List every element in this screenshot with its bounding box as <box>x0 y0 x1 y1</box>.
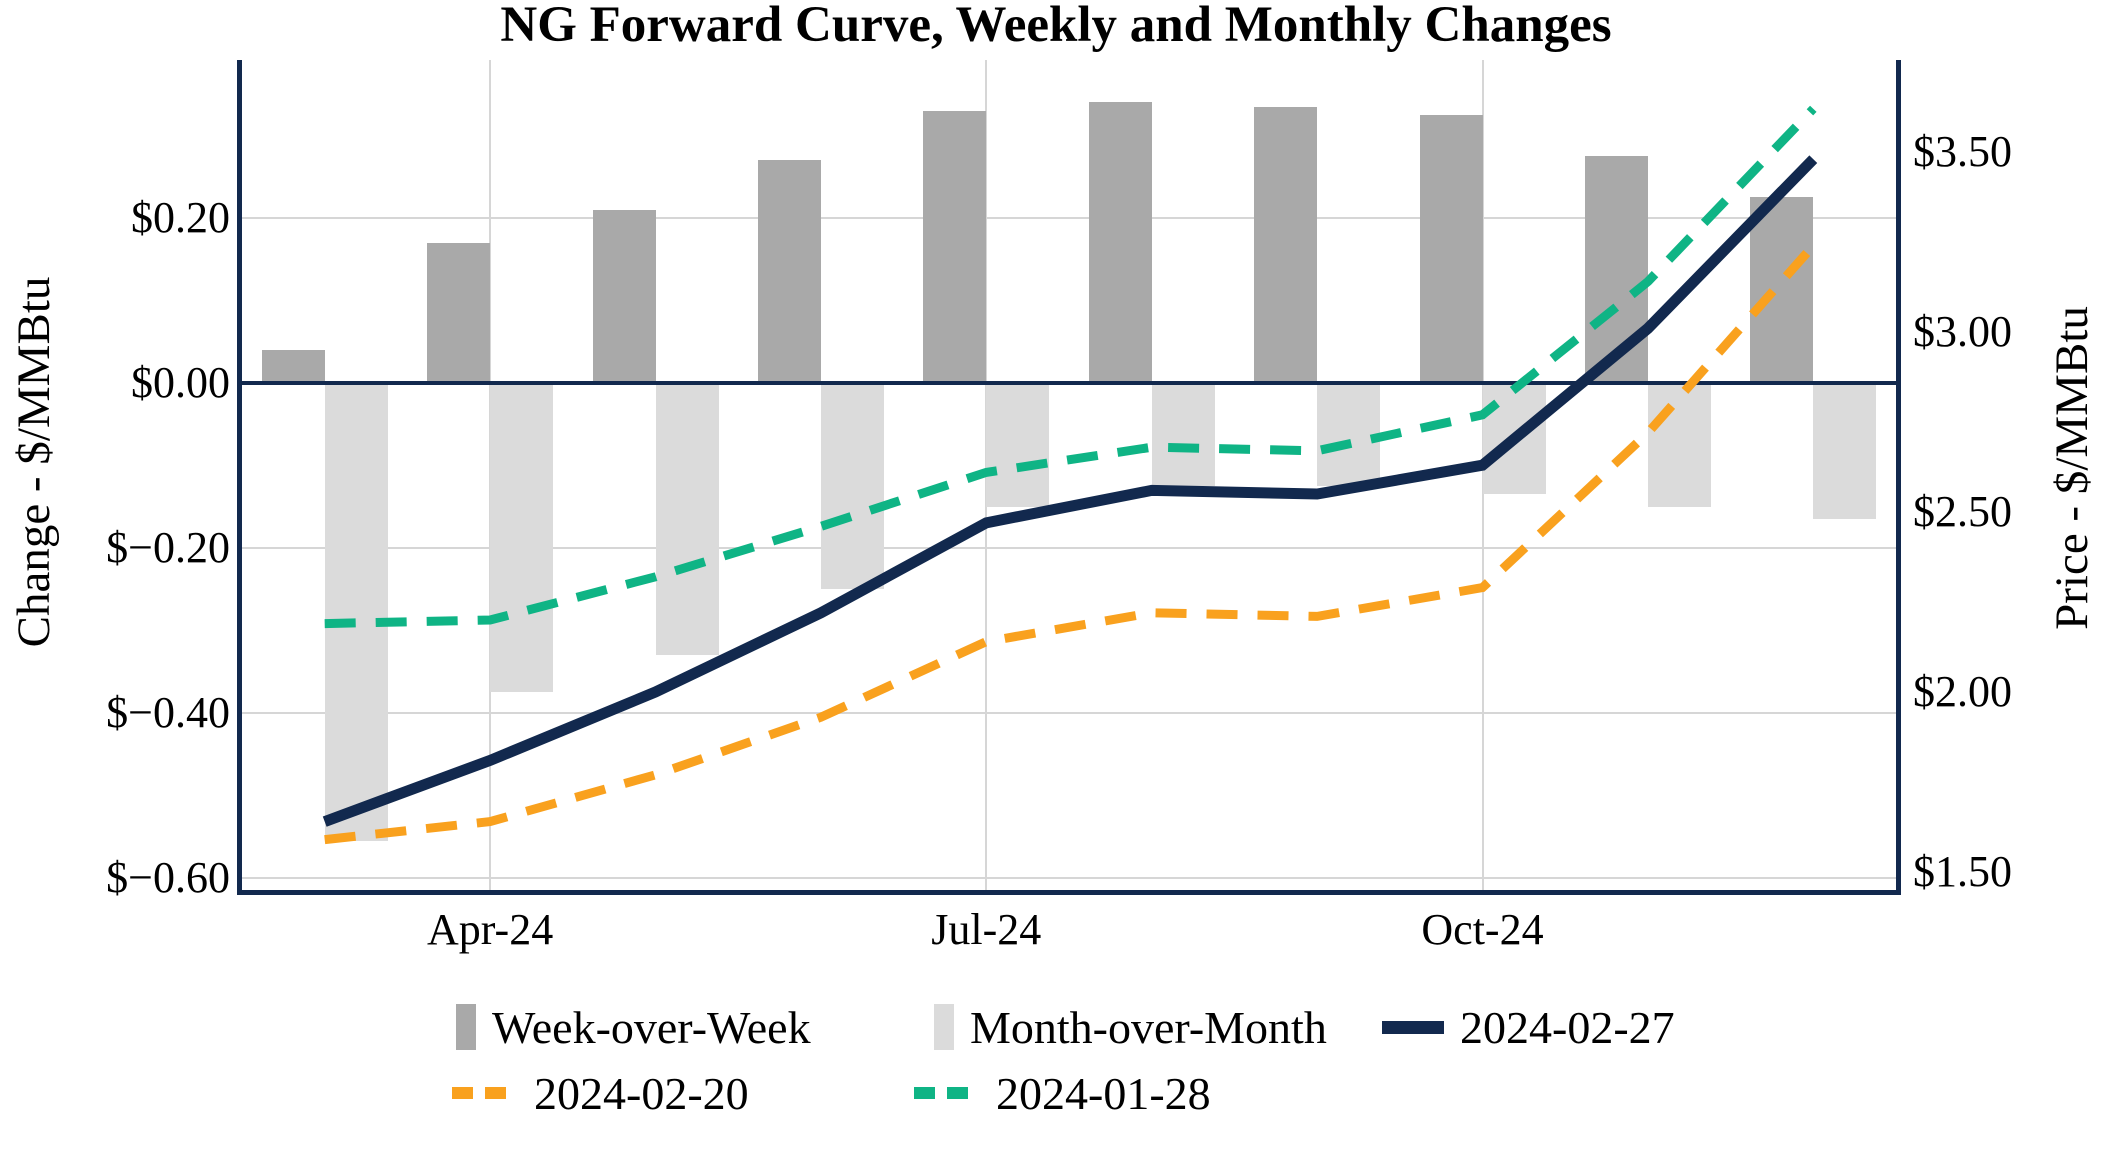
legend-label: 2024-01-28 <box>996 1067 1211 1119</box>
right-tick-label: $2.50 <box>1913 487 2012 536</box>
right-tick-label: $3.00 <box>1913 307 2012 356</box>
left-tick-label: $0.00 <box>131 358 230 407</box>
bar-week-over-week <box>923 110 987 383</box>
bar-week-over-week <box>427 242 491 383</box>
zero-line <box>242 381 1896 385</box>
right-tick-label: $3.50 <box>1913 127 2012 176</box>
bar-week-over-week <box>1584 156 1648 383</box>
legend-label: 2024-02-20 <box>534 1067 749 1119</box>
legend-swatch-dashed-line <box>914 1087 980 1099</box>
legend-item-2024-01-28: 2024-01-28 <box>914 1066 1211 1120</box>
bar-month-over-month <box>1647 383 1711 507</box>
bar-week-over-week <box>1750 197 1814 383</box>
left-tick-label: $−0.20 <box>106 523 230 573</box>
right-tick-label: $1.50 <box>1913 847 2012 896</box>
legend-item-2024-02-27: 2024-02-27 <box>1382 1000 1675 1054</box>
legend-label: Week-over-Week <box>492 1001 811 1053</box>
legend-dash <box>914 1087 935 1099</box>
left-axis-label: Change - $/MMBtu <box>8 276 60 648</box>
bar-week-over-week <box>1419 114 1483 383</box>
bar-month-over-month <box>1151 383 1215 487</box>
legend-label: Month-over-Month <box>970 1001 1327 1053</box>
x-tick-label: Jul-24 <box>931 905 1042 954</box>
bar-month-over-month <box>1317 383 1381 487</box>
right-tick-label: $2.00 <box>1913 667 2012 716</box>
right-axis-line <box>1896 60 1901 895</box>
bar-month-over-month <box>324 383 388 841</box>
chart-title: NG Forward Curve, Weekly and Monthly Cha… <box>500 0 1612 53</box>
x-tick-label: Apr-24 <box>426 905 554 954</box>
h-gridline <box>242 877 1896 880</box>
legend-label: 2024-02-27 <box>1460 1001 1675 1053</box>
legend-item-Week-over-Week: Week-over-Week <box>456 1000 811 1054</box>
bottom-axis-line <box>237 890 1901 895</box>
bar-week-over-week <box>1088 102 1152 383</box>
legend-swatch-bar <box>934 1004 954 1050</box>
left-axis-line <box>237 60 242 895</box>
bar-week-over-week <box>261 350 325 383</box>
bar-month-over-month <box>1813 383 1877 520</box>
legend-dash <box>452 1087 473 1099</box>
left-tick-label: $−0.40 <box>106 688 230 738</box>
legend-swatch-dashed-line <box>452 1087 518 1099</box>
left-tick-label: $0.20 <box>131 192 230 242</box>
bar-month-over-month <box>1482 383 1546 495</box>
bar-month-over-month <box>820 383 884 590</box>
bar-week-over-week <box>757 160 821 383</box>
x-tick-label: Oct-24 <box>1421 905 1544 954</box>
bar-month-over-month <box>655 383 719 656</box>
left-tick-label: $−0.60 <box>106 853 230 903</box>
bar-week-over-week <box>1254 106 1318 383</box>
legend-item-2024-02-20: 2024-02-20 <box>452 1066 749 1120</box>
legend-swatch-bar <box>456 1004 476 1050</box>
bar-month-over-month <box>986 383 1050 507</box>
legend-dash <box>485 1087 506 1099</box>
legend-swatch-line <box>1382 1020 1444 1034</box>
bar-month-over-month <box>490 383 554 693</box>
bar-week-over-week <box>592 209 656 383</box>
legend-dash <box>947 1087 968 1099</box>
legend-item-Month-over-Month: Month-over-Month <box>934 1000 1327 1054</box>
right-axis-label: Price - $/MMBtu <box>2046 306 2098 630</box>
